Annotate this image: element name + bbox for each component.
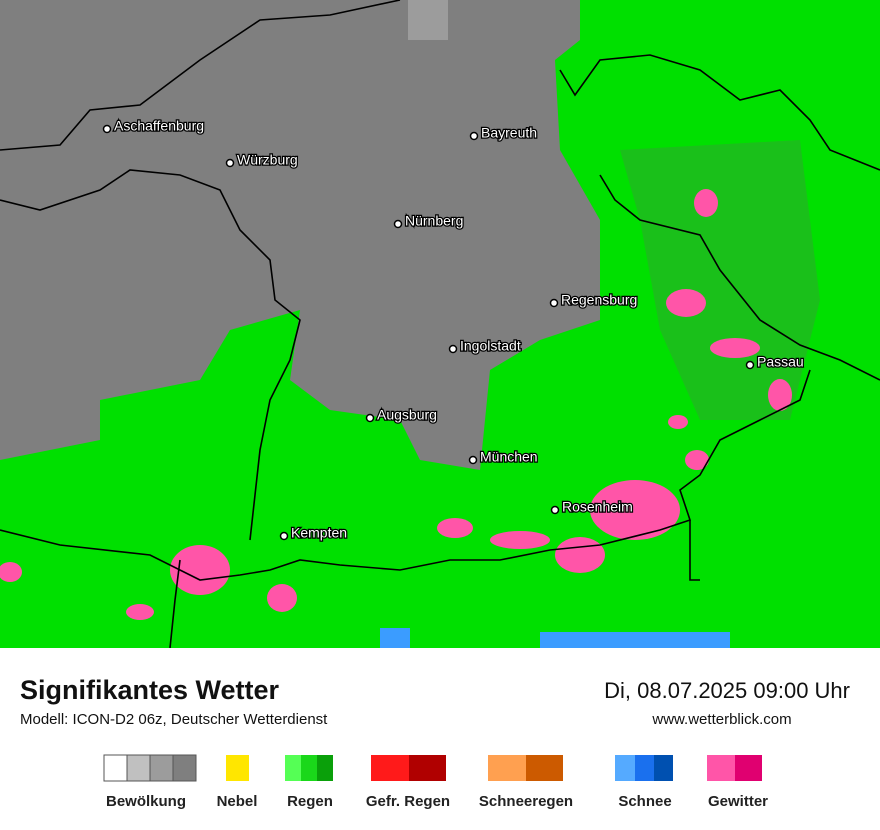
datetime: Di, 08.07.2025 09:00 Uhr	[604, 678, 850, 703]
city-label: Ingolstadt	[460, 338, 521, 354]
city-label: Rosenheim	[562, 499, 633, 515]
city-label: München	[480, 449, 538, 465]
city-dot	[365, 413, 375, 423]
legend-label: Regen	[287, 793, 333, 810]
city-dot	[448, 344, 458, 354]
legend-labels: Bewölkung Nebel Regen Gefr. Regen Schneerege…	[106, 793, 768, 810]
map: Aschaffenburg Würzburg Bayreuth Nürnberg Reg…	[0, 0, 880, 649]
city-dot	[549, 298, 559, 308]
city-label: Bayreuth	[481, 125, 537, 141]
city-dot	[279, 531, 289, 541]
city-dot	[469, 131, 479, 141]
legend-swatches	[103, 754, 762, 782]
city-dot	[468, 455, 478, 465]
city-dot	[550, 505, 560, 515]
footer	[0, 648, 880, 830]
city-label: Würzburg	[237, 152, 298, 168]
city-dot	[225, 158, 235, 168]
city-label: Aschaffenburg	[114, 118, 204, 134]
city-dot	[102, 124, 112, 134]
legend-label: Nebel	[217, 793, 258, 810]
city-label: Augsburg	[377, 407, 437, 423]
legend-label: Gewitter	[708, 793, 768, 810]
legend-label: Schnee	[618, 793, 671, 810]
thunderstorm-areas	[0, 189, 792, 620]
cloud-light	[408, 0, 448, 40]
city-label: Kempten	[291, 525, 347, 541]
borders	[0, 0, 880, 649]
city-label: Nürnberg	[405, 213, 463, 229]
cities: Aschaffenburg Würzburg Bayreuth Nürnberg Reg…	[102, 116, 805, 542]
legend-label: Schneeregen	[479, 793, 573, 810]
city-label: Passau	[757, 354, 804, 370]
city-dot	[745, 360, 755, 370]
website: www.wetterblick.com	[651, 711, 791, 728]
rain-medium	[620, 140, 820, 420]
snow-areas	[380, 628, 730, 648]
title: Signifikantes Wetter	[20, 675, 280, 705]
city-dot	[393, 219, 403, 229]
legend-label: Gefr. Regen	[366, 793, 450, 810]
legend-label: Bewölkung	[106, 793, 186, 810]
city-label: Regensburg	[561, 292, 637, 308]
subtitle: Modell: ICON-D2 06z, Deutscher Wetterdie…	[20, 711, 328, 728]
